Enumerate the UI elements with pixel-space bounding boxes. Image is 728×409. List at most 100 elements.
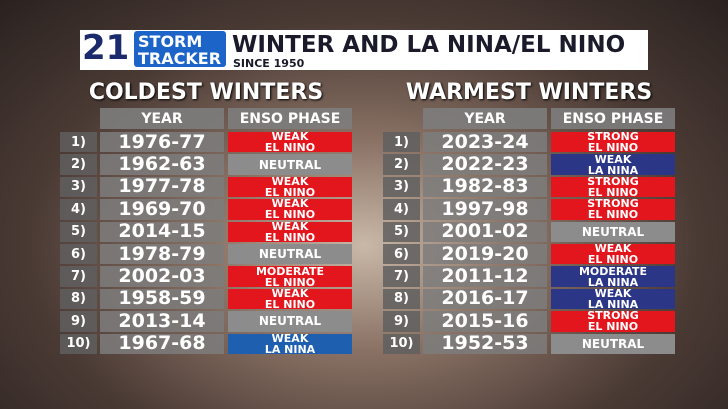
year: 1967-68 [118, 332, 206, 355]
year: 1969-70 [118, 197, 206, 220]
phase-cell: MODERATE EL NINO [228, 264, 352, 289]
rank-cell: 8) [383, 288, 420, 310]
phase-line: STRONG [587, 309, 639, 323]
column-header-text: YEAR [141, 110, 183, 127]
phase-line: NEUTRAL [581, 336, 645, 351]
year-cell: 2015-16 [423, 311, 547, 332]
phase-line: EL NINO [264, 230, 316, 244]
rank-cell: 6) [60, 244, 97, 265]
table-title-text: COLDEST WINTERS [88, 80, 324, 105]
year: 2022-23 [441, 153, 529, 176]
phase-line: LA NINA [264, 342, 316, 356]
year: 2023-24 [441, 130, 529, 153]
phase-line: EL NINO [587, 141, 639, 155]
rank: 10) [66, 336, 91, 352]
year: 1982-83 [441, 175, 529, 198]
phase-cell: STRONG EL NINO [551, 198, 675, 220]
rank: 3) [394, 179, 409, 195]
rank-cell: 1) [60, 132, 97, 153]
phase-cell: WEAK EL NINO [228, 287, 352, 311]
phase-line: EL NINO [264, 141, 316, 155]
year-cell: 2011-12 [423, 265, 547, 288]
rank: 3) [71, 179, 86, 195]
year: 2011-12 [441, 265, 529, 288]
phase-line: EL NINO [587, 320, 639, 334]
year-cell: 2001-02 [423, 221, 547, 242]
phase-cell: WEAK LA NINA [551, 152, 675, 177]
phase-line: WEAK [271, 219, 309, 233]
column-header-text: ENSO PHASE [239, 110, 341, 127]
year-cell: 1969-70 [100, 197, 224, 220]
rank: 2) [394, 157, 409, 173]
column-header: ENSO PHASE [551, 108, 675, 129]
phase-cell: STRONG EL NINO [551, 176, 675, 199]
phase-cell: NEUTRAL [228, 311, 352, 332]
phase-line: NEUTRAL [258, 247, 322, 262]
phase-cell: WEAK EL NINO [551, 242, 675, 267]
phase-cell: MODERATE LA NINA [551, 264, 675, 289]
rank-cell: 10) [60, 333, 97, 354]
rank-cell: 4) [383, 199, 420, 220]
year-cell: 1976-77 [100, 130, 224, 153]
rank: 1) [394, 134, 409, 150]
year-cell: 2014-15 [100, 220, 224, 243]
rank-cell: 1) [383, 132, 420, 153]
phase-line: NEUTRAL [581, 224, 645, 239]
phase-cell: NEUTRAL [228, 154, 352, 175]
phase-line: EL NINO [587, 186, 639, 199]
rank: 8) [394, 291, 409, 307]
phase-cell: WEAK EL NINO [228, 197, 352, 222]
phase-line: EL NINO [264, 275, 316, 289]
phase-line: EL NINO [264, 208, 316, 222]
rank: 2) [71, 157, 86, 173]
year-cell: 1958-59 [100, 288, 224, 310]
phase-line: WEAK [271, 197, 309, 211]
rank: 9) [71, 313, 86, 329]
phase-line: EL NINO [587, 253, 639, 267]
phase-line: EL NINO [264, 298, 316, 311]
rank-cell: 5) [60, 221, 97, 242]
rank: 9) [394, 313, 409, 329]
year-cell: 2023-24 [423, 130, 547, 153]
year-cell: 1978-79 [100, 242, 224, 265]
year: 1976-77 [118, 130, 206, 153]
phase-cell: WEAK LA NINA [228, 333, 352, 356]
phase-line: WEAK [594, 242, 632, 256]
rank-cell: 2) [60, 154, 97, 175]
year: 2014-15 [118, 220, 206, 243]
rank-cell: 2) [383, 154, 420, 175]
rank: 6) [71, 246, 86, 262]
rank-cell: 10) [383, 333, 420, 354]
phase-line: LA NINA [587, 163, 639, 177]
column-header-text: YEAR [464, 110, 506, 127]
rank-cell: 4) [60, 199, 97, 220]
rank-cell: 3) [383, 176, 420, 198]
phase-cell: NEUTRAL [551, 333, 675, 354]
year: 1977-78 [118, 175, 206, 198]
title: WINTER AND LA NINA/EL NINO [232, 32, 626, 58]
phase-line: EL NINO [264, 186, 316, 199]
phase-line: NEUTRAL [258, 157, 322, 172]
rank-cell: 9) [383, 311, 420, 332]
year: 1978-79 [118, 242, 206, 265]
table-title: WARMEST WINTERS [383, 80, 675, 110]
phase-cell: WEAK EL NINO [228, 176, 352, 199]
phase-cell: WEAK EL NINO [228, 130, 352, 155]
phase-line: WEAK [271, 130, 309, 144]
phase-line: LA NINA [587, 275, 639, 289]
phase-line: WEAK [594, 152, 632, 166]
year-cell: 1952-53 [423, 332, 547, 355]
phase-line: MODERATE [255, 264, 325, 278]
rank-cell: 7) [60, 266, 97, 287]
year-cell: 2019-20 [423, 244, 547, 265]
rank-cell: 8) [60, 288, 97, 310]
phase-line: WEAK [271, 287, 309, 300]
rank: 6) [394, 246, 409, 262]
year: 1952-53 [441, 332, 529, 355]
phase-line: MODERATE [578, 264, 648, 278]
table-title-text: WARMEST WINTERS [405, 80, 653, 105]
phase-cell: WEAK LA NINA [551, 288, 675, 310]
phase-line: STRONG [587, 130, 639, 144]
rank: 8) [71, 291, 86, 307]
